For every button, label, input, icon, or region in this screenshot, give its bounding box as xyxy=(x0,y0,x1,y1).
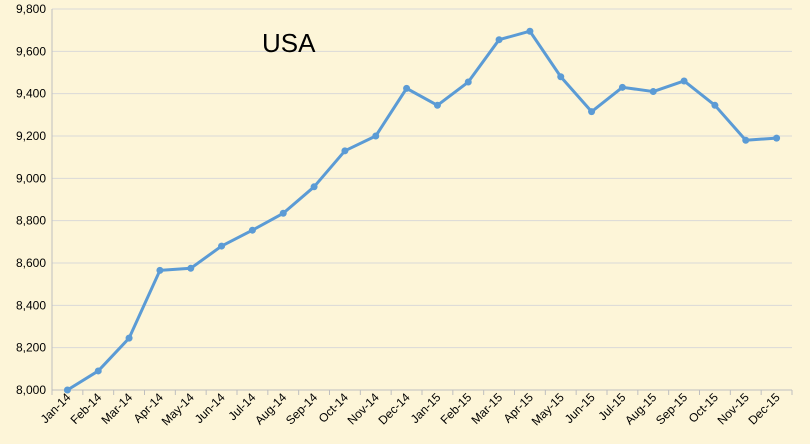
data-point xyxy=(618,83,626,91)
y-tick-label: 9,000 xyxy=(16,171,46,185)
y-tick-label: 8,800 xyxy=(16,214,46,228)
series-line xyxy=(65,29,779,392)
data-point xyxy=(433,101,441,109)
data-point xyxy=(94,367,102,375)
data-point xyxy=(464,78,472,86)
data-point xyxy=(279,209,287,217)
data-point xyxy=(711,101,719,109)
y-tick-label: 8,200 xyxy=(16,341,46,355)
data-point xyxy=(742,136,750,144)
data-point xyxy=(495,36,503,44)
axes xyxy=(51,9,793,395)
y-tick-labels: 8,000 8,200 8,400 8,600 8,800 9,000 9,200 9,400… xyxy=(16,2,46,397)
data-point xyxy=(156,266,164,274)
y-tick-label: 9,400 xyxy=(16,87,46,101)
data-point xyxy=(125,334,133,342)
data-point xyxy=(248,226,256,234)
data-point xyxy=(218,242,226,250)
data-point xyxy=(773,134,781,142)
data-point xyxy=(588,108,596,116)
data-point xyxy=(526,27,534,35)
data-point xyxy=(557,73,565,81)
y-tick-label: 8,600 xyxy=(16,256,46,270)
gridlines xyxy=(52,8,792,349)
data-point xyxy=(187,264,195,272)
chart-title: USA xyxy=(262,28,316,58)
data-point xyxy=(403,84,411,92)
y-tick-label: 8,000 xyxy=(16,383,46,397)
y-tick-label: 9,600 xyxy=(16,44,46,58)
y-tick-label: 9,200 xyxy=(16,129,46,143)
data-point xyxy=(341,147,349,155)
data-series xyxy=(63,27,781,394)
data-point xyxy=(310,183,318,191)
data-point xyxy=(63,386,71,394)
data-point xyxy=(649,88,657,96)
data-point xyxy=(372,132,380,140)
y-tick-label: 8,400 xyxy=(16,298,46,312)
y-tick-label: 9,800 xyxy=(16,2,46,16)
data-point xyxy=(680,77,688,85)
